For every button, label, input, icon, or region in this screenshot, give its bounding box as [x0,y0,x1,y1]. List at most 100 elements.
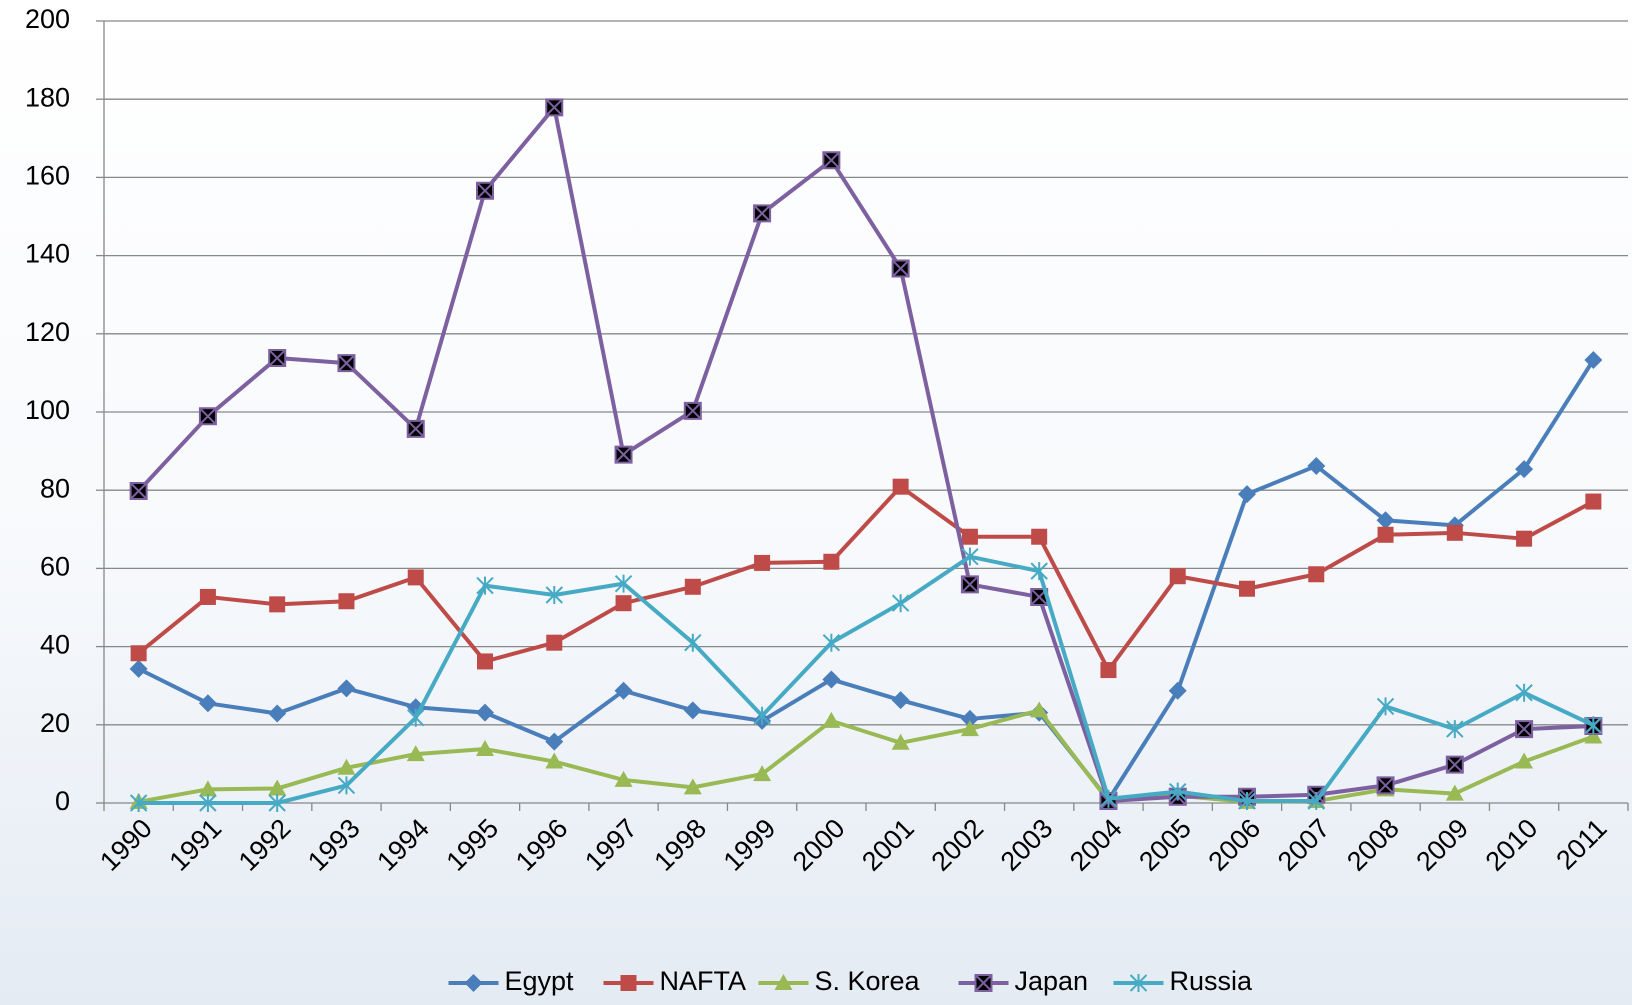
marker [614,574,633,593]
marker [1515,720,1534,739]
y-tick-label: 140 [25,239,70,269]
marker [615,595,632,612]
marker [1031,528,1048,545]
marker [960,575,979,594]
series-line [137,358,1596,802]
marker [1307,792,1325,811]
marker [753,204,772,223]
marker [268,779,287,796]
marker [464,974,483,992]
marker [614,445,633,464]
series [130,478,1602,679]
marker [960,709,979,728]
marker [774,974,793,990]
marker [198,780,217,797]
marker [753,765,772,782]
marker [1307,456,1326,475]
marker [960,720,979,737]
marker [1445,755,1464,774]
series [129,547,1603,812]
marker [683,401,702,420]
marker [546,634,563,651]
marker [545,732,564,751]
marker [407,569,424,586]
series-line [137,484,1595,673]
marker [407,708,425,727]
marker [683,778,702,795]
marker [545,585,563,604]
marker [1515,752,1534,769]
marker [620,975,637,991]
legend: Egypt NAFTA S. Korea Japan Russia [448,966,1254,996]
series [129,701,1603,809]
marker [476,703,494,722]
marker [199,794,217,812]
marker [1308,566,1325,583]
marker [545,98,564,117]
marker [129,481,148,500]
marker [1030,701,1049,718]
legend-label: Russia [1170,966,1254,996]
legend-label: Japan [1015,966,1089,996]
marker [1445,784,1464,801]
marker [198,694,217,713]
marker [337,679,356,698]
marker [477,653,493,670]
marker [823,553,840,570]
marker [1584,350,1603,369]
marker [754,554,771,571]
legend-label: S. Korea [815,966,921,996]
marker [892,478,909,495]
y-tick-label: 200 [25,4,70,34]
marker [1238,485,1256,504]
marker [1129,974,1148,992]
marker [891,733,910,750]
marker [338,593,355,610]
marker [1376,776,1395,795]
marker [476,181,494,200]
marker [1585,493,1602,510]
marker [1030,562,1048,581]
marker [974,974,993,992]
marker [268,704,287,723]
marker [545,752,564,769]
y-tick-label: 20 [40,708,70,738]
marker [1168,681,1187,700]
marker [198,407,217,426]
y-tick-label: 100 [25,395,70,425]
y-tick-label: 0 [55,786,70,816]
marker [476,740,494,757]
marker [130,645,147,662]
marker [268,794,286,812]
series-line [138,708,1595,804]
marker [1515,683,1533,702]
marker [129,794,148,812]
marker [129,659,148,678]
y-tick-label: 80 [40,473,70,503]
marker [337,776,356,795]
series-line [137,105,1594,804]
marker [753,706,771,725]
marker [1169,568,1186,585]
marker [961,547,979,566]
marker [822,633,841,652]
marker [337,758,356,775]
marker [268,349,287,368]
marker [891,691,910,710]
marker [1030,587,1049,606]
marker [1376,697,1395,716]
marker [406,745,425,762]
marker [1515,460,1534,479]
marker [337,354,356,373]
marker [822,151,841,170]
y-tick-label: 180 [25,82,70,112]
y-tick-label: 40 [40,630,70,660]
series-line [138,554,1595,805]
legend-label: NAFTA [660,966,747,996]
marker [1516,530,1533,547]
marker [1100,662,1117,679]
legend-label: Egypt [505,966,575,996]
marker [476,576,494,595]
marker [1446,720,1464,739]
